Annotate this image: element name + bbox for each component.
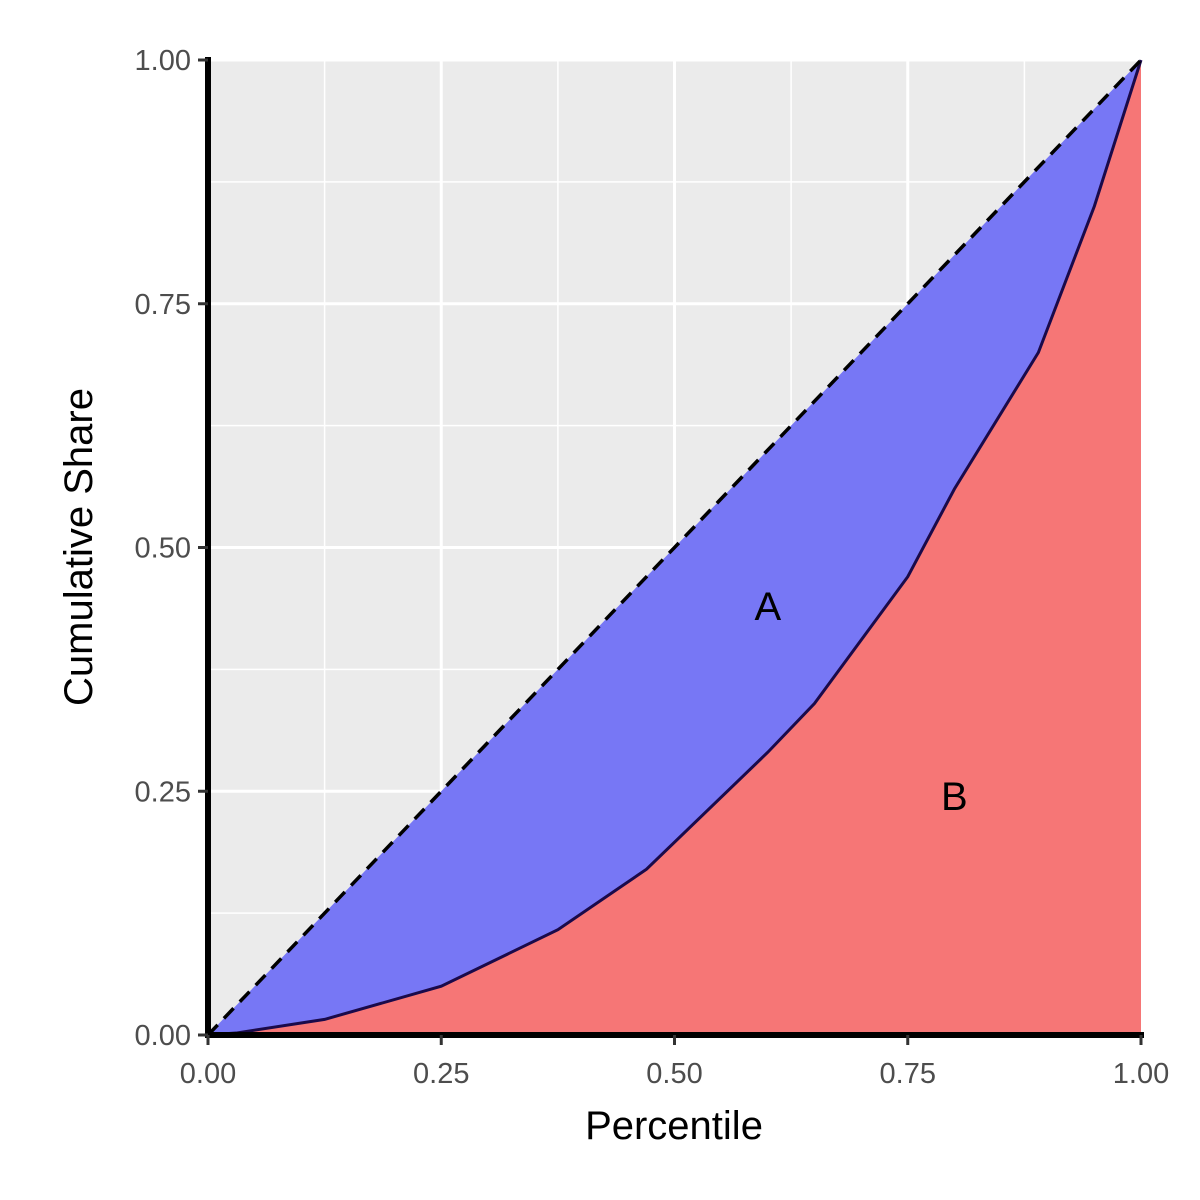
y-tick-label: 0.00 xyxy=(135,1020,191,1052)
region-labels: AB xyxy=(754,585,967,819)
y-tick-label: 0.25 xyxy=(135,776,191,808)
region-b-area xyxy=(208,60,1141,1035)
y-tick-label: 1.00 xyxy=(135,45,191,77)
y-tick-label: 0.75 xyxy=(135,289,191,321)
x-axis-title: Percentile xyxy=(585,1104,763,1148)
x-axis-ticks: 0.00 0.25 0.50 0.75 1.00 xyxy=(180,1035,1169,1090)
region-label-b: B xyxy=(941,775,968,819)
x-tick-label: 1.00 xyxy=(1113,1058,1169,1090)
equality-line xyxy=(206,58,1143,1037)
x-tick-label: 0.00 xyxy=(180,1058,236,1090)
y-axis-ticks: 0.00 0.25 0.50 0.75 1.00 xyxy=(135,45,208,1052)
x-tick-label: 0.50 xyxy=(646,1058,702,1090)
x-tick-label: 0.75 xyxy=(880,1058,936,1090)
region-label-a: A xyxy=(754,585,781,629)
lorenz-curve-line xyxy=(207,59,1143,1037)
y-tick-label: 0.50 xyxy=(135,533,191,565)
y-axis-title: Cumulative Share xyxy=(57,388,101,706)
x-tick-label: 0.25 xyxy=(413,1058,469,1090)
